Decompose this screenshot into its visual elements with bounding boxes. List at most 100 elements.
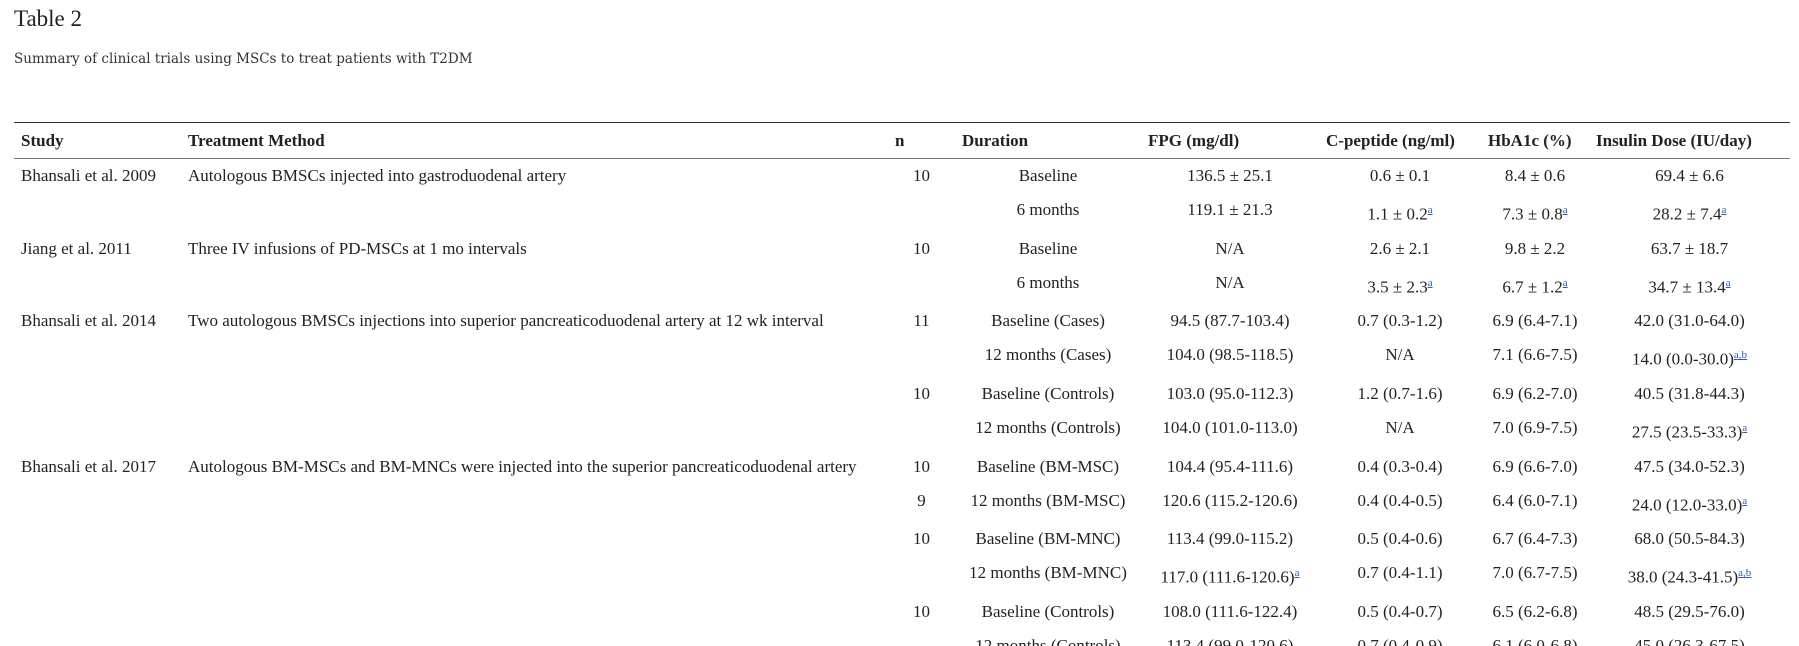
cell: 14.0 (0.0-30.0)a,b [1589,338,1790,377]
cell-text: 7.3 ± 0.8 [1502,204,1563,224]
cell: Baseline (Controls) [981,383,1115,403]
footnote-link[interactable]: a [1427,204,1433,216]
n-cell: 10 [913,238,930,258]
footnote-link[interactable]: a [1427,276,1433,289]
column-header: HbA1c (%) [1488,130,1572,150]
footnote-link[interactable]: a,b [1733,349,1748,362]
cell: 104.4 (95.4-111.6) [1166,456,1294,476]
cell: 6.7 (6.4-7.3) [1492,529,1578,549]
cell: 7.0 (6.9-7.5) [1492,417,1578,437]
cell-text: 34.7 ± 13.4 [1648,277,1726,297]
column-header: n [895,130,905,150]
footnote-link[interactable]: a [1742,494,1748,507]
cell: 113.4 (99.0-115.2) [1166,529,1294,549]
cell: Baseline (BM-MNC) [975,529,1121,549]
cell: 119.1 ± 21.3 [1187,200,1273,219]
cell: 2.6 ± 2.1 [1369,238,1431,258]
table-row: 12 months (Cases) 104.0 (98.5-118.5) N/A 7.… [14,338,1790,377]
footnote-link[interactable]: a [1562,204,1568,216]
table-row: Jiang et al. 2011 Three IV infusions of P… [14,232,1790,266]
column-header: FPG (mg/dl) [1148,130,1240,150]
n-cell: 10 [913,166,930,185]
cell: 0.5 (0.4-0.6) [1357,529,1443,549]
cell: 6.5 (6.2-6.8) [1492,601,1578,621]
cell: Baseline (BM-MSC) [976,456,1120,476]
cell: 68.0 (50.5-84.3) [1634,529,1745,549]
cell: 48.5 (29.5-76.0) [1634,601,1745,621]
table-row: Bhansali et al. 2009 Autologous BMSCs inj… [14,159,1790,194]
cell: N/A [1385,417,1415,437]
cell: 94.5 (87.7-103.4) [1170,311,1290,331]
cell: 7.0 (6.7-7.5) [1492,563,1578,583]
n-cell: 10 [913,456,930,476]
column-header: C-peptide (ng/ml) [1326,130,1455,150]
cell: 0.4 (0.4-0.5) [1357,490,1443,510]
cell: 69.4 ± 6.6 [1655,166,1724,185]
cell: 47.5 (34.0-52.3) [1634,456,1745,476]
cell: 12 months (BM-MNC) [969,563,1127,583]
cell: N/A [1215,238,1245,258]
table-row: 9 12 months (BM-MSC) 120.6 (115.2-120.6) 0.… [14,484,1790,523]
cell: 6.1 (6.0-6.8) [1492,635,1578,646]
column-header: Study [21,130,64,150]
footnote-link[interactable]: a [1742,421,1748,434]
table-row: Bhansali et al. 2017 Autologous BM-MSCs a… [14,450,1790,484]
cell: 0.7 (0.4-0.9) [1357,635,1443,646]
cell: 6.9 (6.4-7.1) [1492,311,1578,331]
cell: 6.9 (6.6-7.0) [1492,456,1578,476]
cell: 108.0 (111.6-122.4) [1162,601,1298,621]
cell: 0.7 (0.4-1.1) [1357,563,1443,583]
cell: N/A [1385,345,1415,365]
cell: 7.1 (6.6-7.5) [1492,345,1578,365]
cell: 3.5 ± 2.3a [1319,266,1481,305]
cell: Baseline (Controls) [981,601,1115,621]
cell-text: 117.0 (111.6-120.6) [1160,567,1295,587]
method-cell: Three IV infusions of PD-MSCs at 1 mo in… [188,238,527,258]
n-cell: 10 [913,601,930,621]
cell: 0.6 ± 0.1 [1369,166,1431,185]
table-row: Bhansali et al. 2014 Two autologous BMSCs… [14,304,1790,338]
column-header: Duration [962,130,1029,150]
study-cell: Bhansali et al. 2014 [21,311,157,331]
cell-text: 1.1 ± 0.2 [1367,204,1428,224]
n-cell: 9 [917,490,926,510]
cell: 8.4 ± 0.6 [1504,166,1566,185]
footnote-link[interactable]: a [1725,276,1731,289]
cell: 63.7 ± 18.7 [1650,238,1729,258]
study-cell: Bhansali et al. 2017 [21,456,157,476]
n-cell: 11 [913,311,930,331]
cell: Baseline [1018,166,1078,185]
cell: 113.4 (99.0-120.6) [1166,635,1294,646]
cell: 24.0 (12.0-33.0)a [1589,484,1790,523]
cell: 28.2 ± 7.4a [1589,193,1790,232]
cell: 1.1 ± 0.2a [1319,193,1481,232]
cell: 7.3 ± 0.8a [1481,193,1589,232]
header-row: Study Treatment Method n Duration FPG (mg/dl… [14,122,1790,159]
cell: 0.4 (0.3-0.4) [1357,456,1443,476]
column-header: Insulin Dose (IU/day) [1596,130,1752,150]
footnote-link[interactable]: a [1721,204,1727,216]
method-cell: Two autologous BMSCs injections into sup… [188,311,824,331]
cell-text: 6.7 ± 1.2 [1502,277,1563,297]
cell: 1.2 (0.7-1.6) [1357,383,1443,403]
cell: 12 months (Controls) [975,635,1121,646]
cell-text: 14.0 (0.0-30.0) [1631,349,1734,369]
table-row: 10 Baseline (BM-MNC) 113.4 (99.0-115.2) 0.5… [14,522,1790,556]
cell: 104.0 (101.0-113.0) [1162,417,1298,437]
footnote-link[interactable]: a,b [1738,567,1752,580]
method-cell: Autologous BM-MSCs and BM-MNCs were inje… [188,456,857,476]
footnote-link[interactable]: a [1562,276,1568,289]
cell: Baseline [1018,238,1078,258]
cell: 117.0 (111.6-120.6)a [1141,556,1319,595]
table-row: 6 months 119.1 ± 21.3 1.1 ± 0.2a 7.3 ± 0.8a… [14,193,1790,232]
cell: 6.7 ± 1.2a [1481,266,1589,305]
method-cell: Autologous BMSCs injected into gastroduo… [188,166,567,185]
cell: 0.7 (0.3-1.2) [1357,311,1443,331]
table-row: 12 months (BM-MNC) 117.0 (111.6-120.6)a 0.… [14,556,1790,595]
n-cell: 10 [913,383,930,403]
footnote-link[interactable]: a [1294,567,1300,580]
n-cell: 10 [913,529,930,549]
cell: 42.0 (31.0-64.0) [1634,311,1745,331]
cell: Baseline (Cases) [991,311,1105,331]
cell-text: 24.0 (12.0-33.0) [1631,495,1743,515]
